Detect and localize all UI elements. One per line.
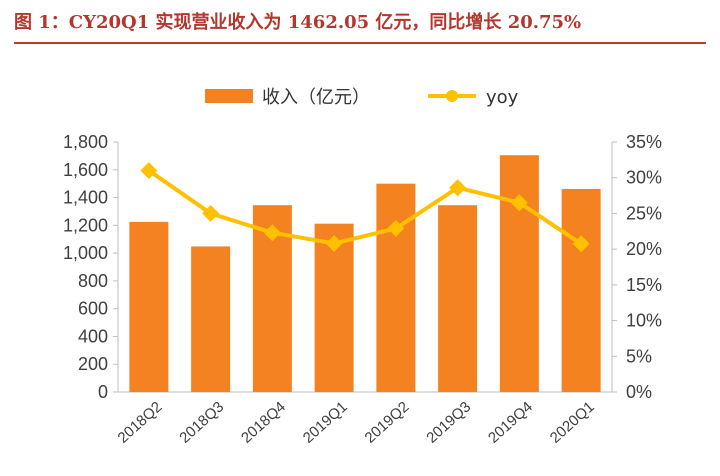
x-axis: 2018Q2 2018Q3 2018Q4 2019Q1 2019Q2 2019Q3 2019… xyxy=(114,398,597,446)
legend-label-yoy: yoy xyxy=(486,87,519,108)
x-tick-label: 2018Q2 xyxy=(114,398,165,446)
left-axis: 0 200 400 600 800 1,000 1,200 1,400 1,600 1,800 xyxy=(63,132,118,402)
left-tick-label: 1,600 xyxy=(63,160,108,180)
yoy-point xyxy=(572,235,590,253)
yoy-point xyxy=(263,224,281,242)
left-tick-label: 1,800 xyxy=(63,132,108,152)
x-tick-label: 2019Q3 xyxy=(423,398,474,446)
revenue-bar xyxy=(561,188,601,392)
yoy-series xyxy=(140,162,590,253)
x-tick-label: 2020Q1 xyxy=(547,398,598,446)
yoy-point xyxy=(140,162,158,180)
revenue-bar xyxy=(191,246,231,392)
legend-label-revenue: 收入（亿元） xyxy=(262,87,370,108)
right-tick-label: 30% xyxy=(626,168,662,188)
right-tick-label: 0% xyxy=(626,382,652,402)
yoy-point xyxy=(325,234,343,252)
left-tick-label: 800 xyxy=(78,271,108,291)
x-tick-label: 2019Q2 xyxy=(361,398,412,446)
yoy-point xyxy=(449,179,467,197)
revenue-bar xyxy=(376,183,416,392)
right-axis: 0% 5% 10% 15% 20% 25% 30% 35% xyxy=(612,132,662,402)
left-tick-label: 200 xyxy=(78,354,108,374)
x-tick-label: 2019Q4 xyxy=(485,398,536,446)
left-tick-label: 400 xyxy=(78,326,108,346)
figure-title: 图 1：CY20Q1 实现营业收入为 1462.05 亿元，同比增长 20.75… xyxy=(14,12,582,33)
right-tick-label: 25% xyxy=(626,203,662,223)
yoy-point xyxy=(387,219,405,237)
right-tick-label: 15% xyxy=(626,275,662,295)
revenue-bars xyxy=(129,155,601,392)
right-tick-label: 10% xyxy=(626,311,662,331)
right-tick-label: 20% xyxy=(626,239,662,259)
legend-marker-yoy xyxy=(446,90,458,102)
right-tick-label: 5% xyxy=(626,346,652,366)
yoy-point xyxy=(510,194,528,212)
left-tick-label: 1,000 xyxy=(63,243,108,263)
left-tick-label: 1,400 xyxy=(63,188,108,208)
x-tick-label: 2018Q3 xyxy=(176,398,227,446)
chart-legend: 收入（亿元） yoy xyxy=(205,87,519,108)
yoy-point xyxy=(202,204,220,222)
right-tick-label: 35% xyxy=(626,132,662,152)
revenue-bar xyxy=(499,155,539,392)
left-tick-label: 0 xyxy=(98,382,108,402)
x-tick-label: 2018Q4 xyxy=(238,398,289,446)
x-tick-label: 2019Q1 xyxy=(300,398,351,446)
revenue-bar xyxy=(129,221,169,392)
revenue-bar xyxy=(438,205,478,392)
left-tick-label: 1,200 xyxy=(63,215,108,235)
title-rule xyxy=(14,42,706,44)
left-tick-label: 600 xyxy=(78,299,108,319)
yoy-line xyxy=(147,168,583,246)
legend-swatch-revenue xyxy=(205,89,253,103)
